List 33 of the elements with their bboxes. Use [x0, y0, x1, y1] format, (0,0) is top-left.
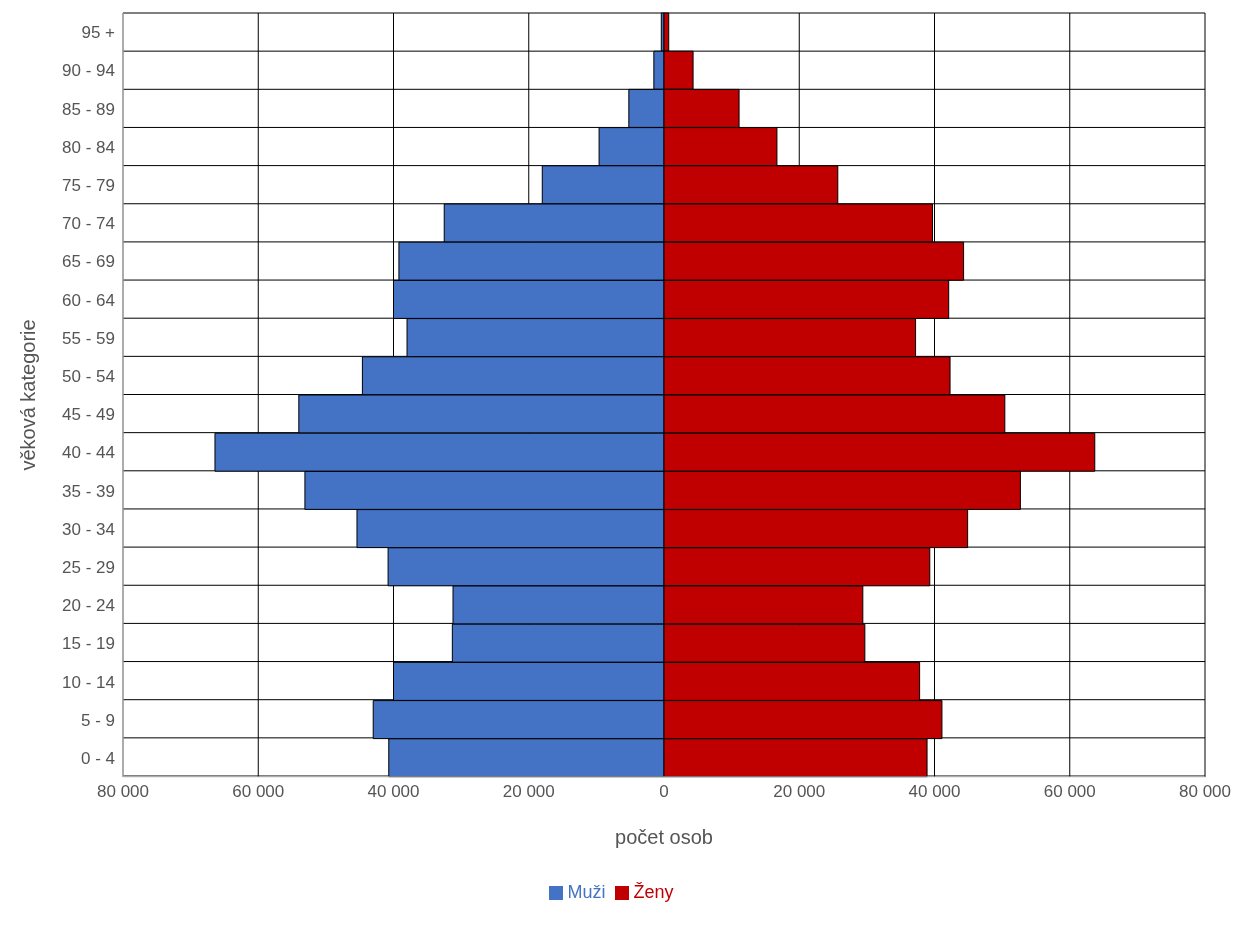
- y-axis-title: věková kategorie: [17, 319, 40, 471]
- y-tick-label: 30 - 34: [62, 519, 115, 539]
- y-tick-label: 60 - 64: [62, 290, 115, 310]
- x-tick-label: 20 000: [502, 782, 555, 802]
- x-tick-label: 60 000: [232, 782, 285, 802]
- x-tick-label: 40 000: [908, 782, 961, 802]
- y-tick-label: 5 - 9: [80, 710, 115, 730]
- x-tick-label: 60 000: [1043, 782, 1096, 802]
- y-tick-label: 50 - 54: [62, 366, 115, 386]
- y-tick-label: 80 - 84: [62, 137, 115, 157]
- y-tick-label: 85 - 89: [62, 99, 115, 119]
- y-tick-label: 45 - 49: [62, 405, 115, 425]
- y-tick-label: 0 - 4: [80, 748, 115, 768]
- x-axis-title: počet osob: [615, 826, 713, 848]
- y-tick-label: 65 - 69: [62, 252, 115, 272]
- y-tick-label: 35 - 39: [62, 481, 115, 501]
- y-tick-label: 95 +: [81, 23, 116, 43]
- y-tick-label: 55 - 59: [62, 328, 115, 348]
- legend-label: Ženy: [633, 882, 674, 902]
- x-tick-label: 0: [659, 782, 669, 802]
- y-tick-label: 15 - 19: [62, 634, 115, 654]
- x-tick-label: 40 000: [367, 782, 420, 802]
- legend-label: Muži: [567, 882, 606, 902]
- y-tick-label: 25 - 29: [62, 557, 115, 577]
- x-tick-label: 80 000: [97, 782, 149, 802]
- x-tick-label: 20 000: [773, 782, 826, 802]
- x-tick-label: 80 000: [1179, 782, 1231, 802]
- y-tick-label: 20 - 24: [62, 596, 115, 616]
- y-tick-label: 40 - 44: [62, 443, 115, 463]
- y-tick-label: 90 - 94: [62, 61, 115, 81]
- y-tick-label: 70 - 74: [62, 214, 115, 234]
- y-tick-label: 10 - 14: [62, 672, 115, 692]
- y-tick-label: 75 - 79: [62, 175, 115, 195]
